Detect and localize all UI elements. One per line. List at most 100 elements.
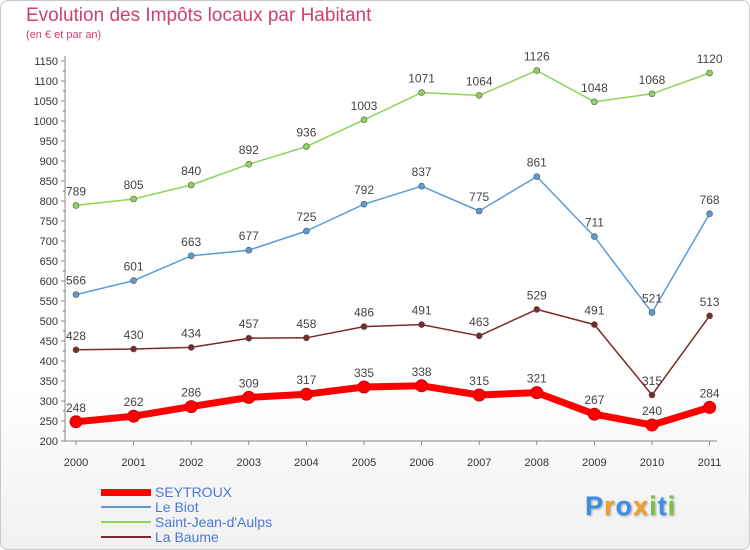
data-point (184, 400, 198, 414)
data-point (360, 200, 368, 208)
data-point (127, 409, 141, 423)
legend-swatch (101, 506, 151, 508)
data-point (591, 233, 598, 240)
y-tick-label: 200 (40, 436, 58, 448)
y-tick-label: 900 (40, 156, 58, 168)
logo-letter: x (633, 491, 650, 521)
data-point (645, 418, 659, 432)
x-tick-label: 2006 (409, 457, 433, 469)
y-tick-label: 1150 (34, 56, 58, 68)
data-label: 1120 (697, 52, 723, 66)
data-label: 434 (181, 326, 201, 340)
chart-title: Evolution des Impôts locaux par Habitant (26, 5, 372, 26)
data-label: 513 (700, 295, 720, 309)
data-point (187, 344, 195, 351)
data-label: 805 (124, 178, 144, 192)
data-label: 338 (412, 365, 432, 379)
proxiti-logo: Proxiti (585, 491, 676, 522)
data-label: 309 (239, 376, 259, 390)
x-tick-label: 2011 (698, 457, 722, 469)
data-label: 775 (469, 190, 489, 204)
data-label: 837 (412, 165, 432, 179)
data-label: 457 (239, 317, 259, 331)
y-tick-label: 550 (40, 296, 58, 308)
y-tick-label: 850 (40, 176, 58, 188)
legend-label: La Baume (155, 529, 219, 545)
data-label: 529 (527, 288, 547, 302)
x-tick-label: 2005 (352, 457, 376, 469)
data-label: 286 (181, 386, 201, 400)
data-label: 861 (527, 156, 547, 170)
data-point (475, 332, 483, 340)
data-point (706, 312, 713, 320)
data-label: 792 (354, 183, 374, 197)
logo-letter: r (604, 491, 616, 521)
data-point (360, 116, 368, 124)
y-tick-label: 1100 (34, 76, 58, 88)
data-point (648, 309, 656, 316)
y-tick-label: 650 (40, 256, 58, 268)
data-point (418, 321, 425, 328)
data-label: 240 (642, 404, 662, 418)
series-line-0 (75, 382, 711, 429)
data-point (245, 160, 253, 168)
x-tick-label: 2002 (179, 457, 203, 469)
x-tick-label: 2000 (64, 457, 88, 469)
logo-letter: t (657, 491, 668, 521)
chart-subtitle: (en € et par an) (26, 29, 102, 41)
data-point (130, 345, 137, 353)
data-label: 321 (527, 372, 547, 386)
legend-label: SEYTROUX (155, 484, 233, 500)
logo-letter: P (585, 491, 605, 521)
data-label: 601 (124, 260, 144, 274)
y-tick-label: 500 (40, 316, 58, 328)
data-label: 711 (585, 216, 604, 230)
y-tick-label: 750 (40, 216, 58, 228)
data-point (706, 210, 713, 218)
data-label: 491 (584, 304, 604, 318)
y-tick-label: 250 (40, 416, 58, 428)
data-label: 428 (66, 329, 86, 343)
data-label: 566 (66, 274, 86, 288)
y-tick-label: 300 (40, 396, 58, 408)
data-point (533, 173, 541, 180)
y-tick-label: 800 (40, 196, 58, 208)
data-point (418, 89, 425, 96)
data-label: 677 (239, 229, 259, 243)
data-point (475, 92, 483, 99)
data-label: 1064 (466, 74, 493, 88)
data-point (415, 379, 429, 393)
data-label: 1071 (408, 72, 435, 86)
series-line-1 (75, 175, 711, 314)
data-point (533, 67, 541, 74)
data-point (706, 69, 713, 77)
data-point (303, 227, 310, 235)
data-label: 486 (354, 306, 374, 320)
data-label: 491 (412, 304, 432, 318)
data-point (242, 390, 256, 404)
data-point (648, 90, 656, 98)
data-label: 663 (181, 235, 201, 249)
data-label: 262 (124, 395, 144, 409)
legend-swatch (101, 521, 151, 523)
data-label: 315 (642, 374, 662, 388)
x-tick-label: 2003 (237, 457, 261, 469)
data-point (591, 98, 598, 106)
data-point (187, 181, 195, 189)
x-tick-label: 2001 (121, 457, 145, 469)
data-label: 1126 (524, 50, 550, 64)
data-label: 430 (124, 328, 144, 342)
data-point (303, 143, 310, 150)
y-tick-label: 400 (40, 356, 58, 368)
data-point (648, 391, 656, 399)
series-line-3 (75, 308, 711, 396)
data-point (533, 306, 541, 313)
series-line-2 (75, 69, 710, 207)
data-point (360, 323, 368, 330)
data-label: 458 (296, 317, 316, 331)
data-label: 936 (296, 126, 316, 140)
y-tick-label: 450 (40, 336, 58, 348)
data-point (530, 386, 544, 400)
data-label: 317 (296, 373, 316, 387)
